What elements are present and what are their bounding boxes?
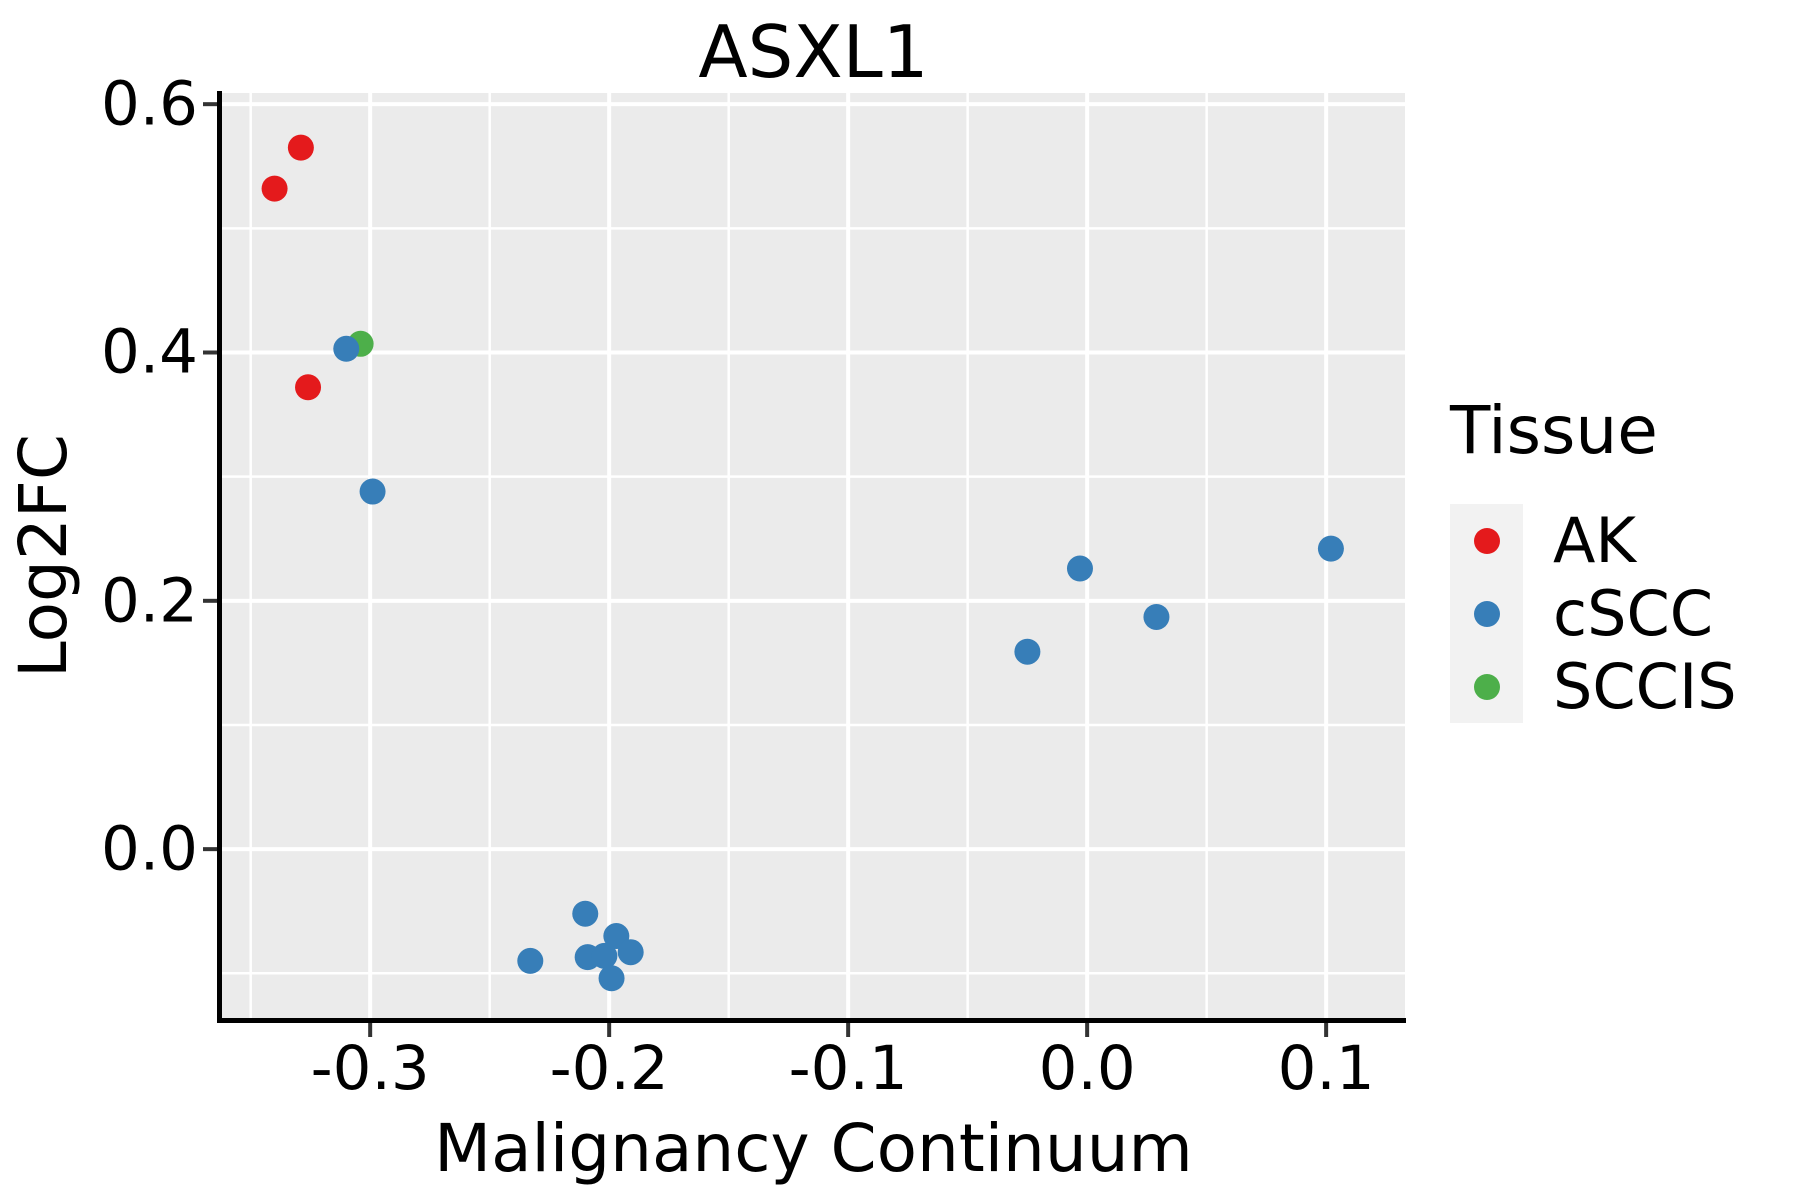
data-point-cscc (1143, 603, 1170, 630)
legend-label-ak: AK (1553, 503, 1637, 577)
data-point-cscc (598, 965, 625, 992)
chart-title: ASXL1 (698, 10, 929, 94)
y-axis-title: Log2FC (5, 434, 82, 678)
ak-dot-icon (1473, 527, 1500, 554)
legend-item-cscc: cSCC (1450, 577, 1737, 650)
y-tick-label: 0.4 (100, 316, 198, 388)
data-point-cscc (572, 900, 599, 927)
x-tick-label: 0.0 (1038, 1033, 1136, 1104)
data-point-cscc (333, 335, 360, 362)
legend-label-cscc: cSCC (1553, 576, 1714, 650)
data-point-cscc (591, 942, 618, 969)
y-tick-label: 0.0 (100, 813, 198, 885)
data-point-cscc (1317, 535, 1344, 562)
data-point-cscc (359, 478, 386, 505)
legend-key-ak (1450, 504, 1523, 577)
legend-keys: AK cSCC SCCIS (1450, 504, 1737, 723)
data-point-ak (295, 374, 322, 401)
x-tick-label: 0.1 (1277, 1033, 1375, 1104)
legend-item-sccis: SCCIS (1450, 650, 1737, 723)
data-point-cscc (517, 947, 544, 974)
legend-label-sccis: SCCIS (1553, 649, 1737, 723)
x-axis-title: Malignancy Continuum (434, 1110, 1193, 1187)
data-point-cscc (1014, 638, 1041, 665)
cscc-dot-icon (1473, 600, 1500, 627)
x-tick-label: -0.1 (788, 1033, 908, 1104)
y-tick-label: 0.6 (100, 68, 198, 140)
data-point-cscc (1066, 555, 1093, 582)
x-tick-label: -0.2 (549, 1033, 669, 1104)
legend-key-cscc (1450, 577, 1523, 650)
data-point-cscc (617, 939, 644, 966)
data-point-ak (287, 134, 314, 161)
legend-key-sccis (1450, 650, 1523, 723)
legend-title: Tissue (1450, 392, 1658, 469)
plot-panel (222, 93, 1405, 1018)
y-tick-label: 0.2 (100, 565, 198, 637)
sccis-dot-icon (1473, 673, 1500, 700)
data-point-ak (261, 175, 288, 202)
legend-item-ak: AK (1450, 504, 1737, 577)
legend: Tissue AK cSCC SCCIS (1450, 398, 1737, 723)
x-tick-label: -0.3 (310, 1033, 430, 1104)
